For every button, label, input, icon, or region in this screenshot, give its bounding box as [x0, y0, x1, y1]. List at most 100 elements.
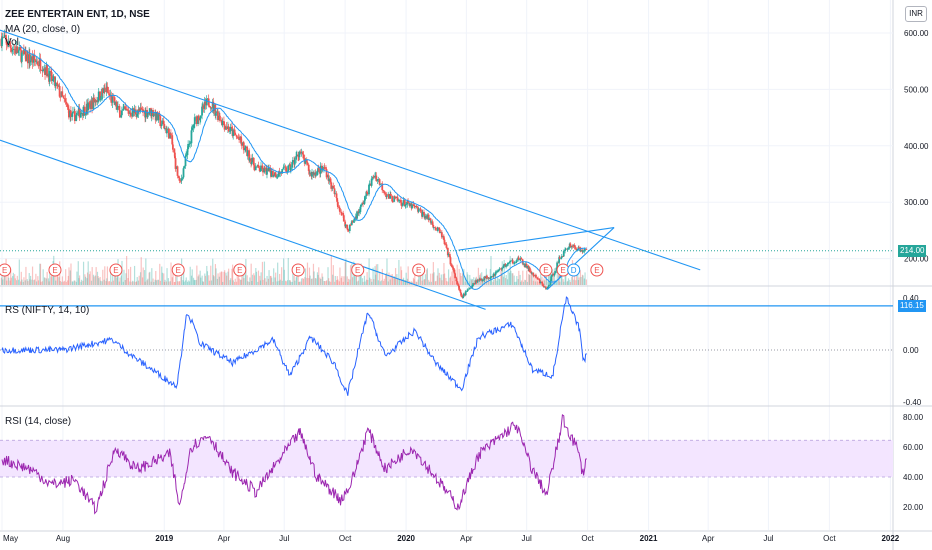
candle-body	[421, 211, 424, 217]
candle-body	[555, 267, 558, 272]
x-axis-label: 2019	[155, 534, 173, 543]
volume-bar	[552, 275, 554, 285]
candle-body	[197, 115, 200, 121]
ma-legend[interactable]: MA (20, close, 0)	[5, 24, 81, 35]
volume-bar	[145, 258, 147, 285]
volume-bar	[285, 280, 287, 285]
currency-badge[interactable]: INR	[905, 6, 927, 22]
candle-body	[491, 276, 494, 278]
candle-body	[338, 207, 341, 212]
candle-body	[118, 106, 121, 111]
volume-bar	[543, 278, 545, 285]
volume-bar	[33, 279, 36, 285]
volume-bar	[143, 270, 146, 285]
volume-bar	[234, 281, 236, 285]
candle-body	[192, 125, 195, 128]
candle-body	[178, 177, 181, 181]
volume-bar	[441, 280, 443, 285]
candle-body	[282, 167, 285, 170]
candle-body	[67, 108, 70, 118]
candle-body	[502, 265, 505, 269]
earnings-marker	[48, 263, 62, 277]
candle-body	[227, 126, 230, 132]
volume-bar	[63, 281, 65, 285]
candle-body	[119, 110, 121, 118]
volume-bar	[304, 268, 307, 285]
volume-bar	[289, 280, 291, 285]
candle-body	[266, 168, 268, 175]
candle-body	[517, 257, 520, 260]
volume-bar	[102, 269, 104, 285]
candle-body	[103, 87, 106, 89]
volume-bar	[575, 280, 577, 285]
volume-bar	[490, 255, 492, 285]
volume-bar	[163, 281, 165, 285]
volume-bar	[281, 280, 283, 285]
volume-bar	[234, 278, 236, 285]
volume-bar	[7, 267, 9, 285]
candle-body	[255, 166, 258, 168]
volume-bar	[514, 281, 516, 285]
candle-body	[449, 257, 452, 265]
candle-body	[438, 229, 441, 233]
volume-bar	[167, 278, 169, 285]
volume-bar	[163, 273, 165, 285]
candle-body	[28, 53, 31, 63]
earnings-marker	[539, 263, 553, 277]
volume-bar	[45, 278, 48, 285]
candle-body	[159, 116, 162, 127]
volume-bar	[78, 275, 81, 285]
candle-body	[403, 200, 406, 207]
candle-body	[308, 170, 311, 174]
volume-bar	[114, 269, 116, 285]
volume-bar	[268, 270, 270, 285]
candle-body	[564, 248, 567, 250]
volume-bar	[312, 263, 315, 285]
candle-body	[509, 260, 512, 262]
volume-bar	[155, 280, 158, 285]
candle-body	[558, 257, 561, 259]
rs-legend[interactable]: RS (NIFTY, 14, 10)	[5, 305, 90, 316]
candle-body	[461, 295, 464, 298]
volume-bar	[575, 268, 578, 285]
candle-body	[545, 288, 548, 290]
volume-bar	[561, 268, 563, 285]
volume-bar	[325, 281, 327, 285]
candle-body	[432, 224, 435, 228]
candle-body	[325, 169, 328, 178]
volume-bar	[451, 281, 454, 285]
volume-bar	[365, 279, 368, 285]
volume-bar	[583, 278, 585, 285]
candle-body	[419, 208, 422, 212]
volume-bar	[110, 281, 112, 285]
volume-bar	[202, 281, 204, 285]
candle-body	[556, 262, 559, 268]
candle-body	[302, 154, 305, 159]
candle-body	[214, 104, 217, 116]
volume-bar	[471, 280, 473, 285]
candle-body	[332, 185, 335, 189]
rsi-legend[interactable]: RSI (14, close)	[5, 416, 72, 427]
volume-bar	[8, 277, 10, 285]
volume-bar	[374, 266, 376, 285]
volume-bar	[317, 274, 319, 285]
volume-bar	[520, 280, 523, 285]
candle-body	[103, 87, 105, 94]
volume-bar	[128, 269, 130, 285]
volume-bar	[67, 280, 69, 285]
candle-body	[359, 206, 362, 213]
candle-body	[507, 262, 510, 265]
candle-body	[171, 135, 174, 145]
candle-body	[99, 91, 101, 100]
candle-body	[174, 158, 177, 169]
candle-body	[340, 212, 343, 214]
volume-bar	[434, 281, 436, 285]
volume-bar	[93, 276, 95, 285]
candle-body	[330, 182, 333, 189]
volume-bar	[192, 277, 195, 285]
volume-bar	[29, 279, 31, 285]
volume-legend[interactable]: Vol	[5, 37, 19, 48]
volume-bar	[451, 271, 453, 285]
candle-body	[91, 100, 93, 109]
